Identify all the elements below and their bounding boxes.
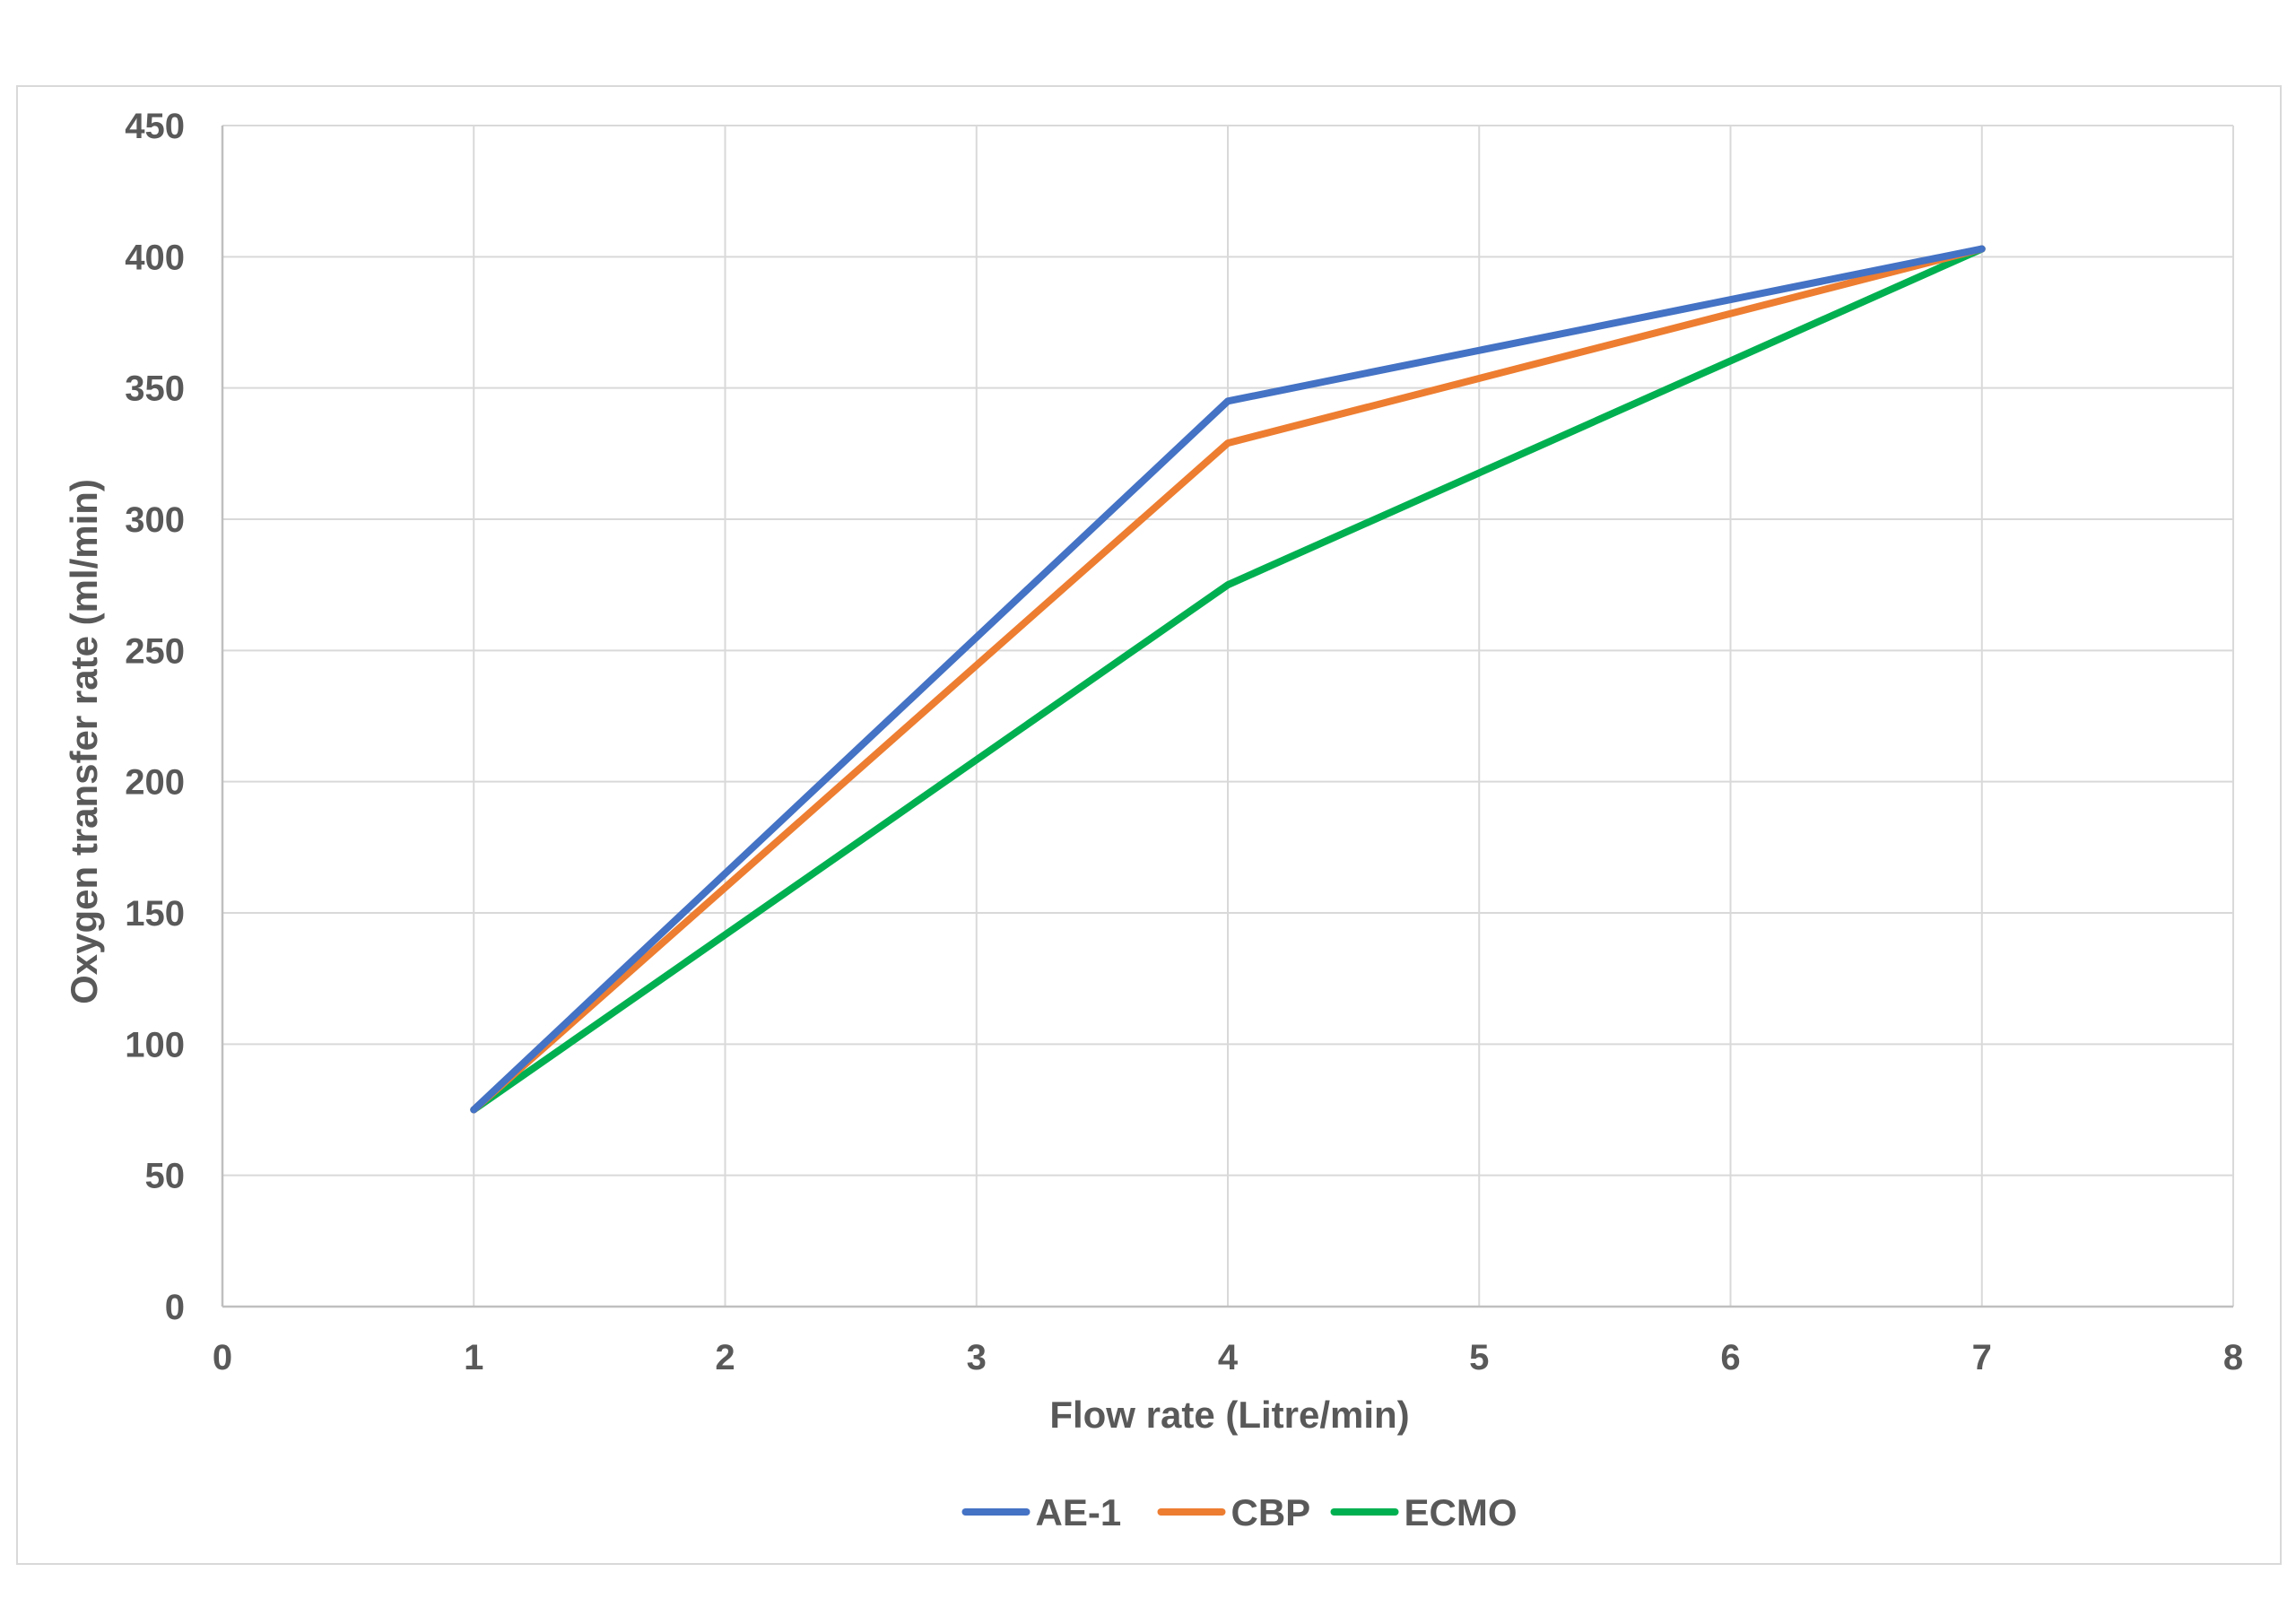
x-tick-label: 0 [213,1338,232,1377]
y-tick-label: 0 [165,1288,185,1327]
series-line-ae-1 [470,245,1986,1114]
x-tick-label: 5 [1469,1338,1489,1377]
x-tick-label: 1 [464,1338,483,1377]
y-tick-label: 50 [145,1157,186,1196]
y-tick-label: 250 [125,631,185,671]
y-tick-label: 100 [125,1025,185,1064]
y-tick-label: 300 [125,500,185,540]
legend-label: ECMO [1405,1491,1518,1533]
y-tick-label: 150 [125,894,185,934]
legend-label: CBP [1231,1491,1311,1533]
series-line-ecmo [470,245,1986,1114]
x-tick-label: 2 [715,1338,735,1377]
y-axis-title: Oxygen transfer rate (ml/min) [63,479,105,1004]
x-tick-label: 6 [1720,1338,1740,1377]
y-tick-label: 400 [125,238,185,277]
y-tick-label: 200 [125,763,185,803]
x-tick-label: 7 [1972,1338,1992,1377]
legend-item-ecmo: ECMO [1330,1491,1518,1533]
legend-item-cbp: CBP [1157,1491,1311,1533]
legend-label: AE-1 [1036,1491,1122,1533]
y-tick-label: 350 [125,369,185,409]
x-tick-label: 8 [2223,1338,2243,1377]
x-axis-title: Flow rate (Litre/min) [1049,1394,1409,1436]
y-tick-labels: 0 50 100 150 200 250 300 350 400 450 [125,107,185,1327]
axes [221,126,2233,1308]
series-lines [470,245,1986,1114]
y-tick-label: 450 [125,107,185,146]
x-tick-label: 4 [1218,1338,1239,1377]
x-tick-labels: 0 1 2 3 4 5 6 7 8 [213,1338,2243,1377]
x-tick-label: 3 [967,1338,987,1377]
grid [222,125,2234,1307]
legend: AE-1 CBP ECMO [961,1491,1518,1533]
series-line-cbp [470,245,1986,1114]
chart-frame [16,85,2282,1565]
legend-item-ae-1: AE-1 [961,1491,1122,1533]
